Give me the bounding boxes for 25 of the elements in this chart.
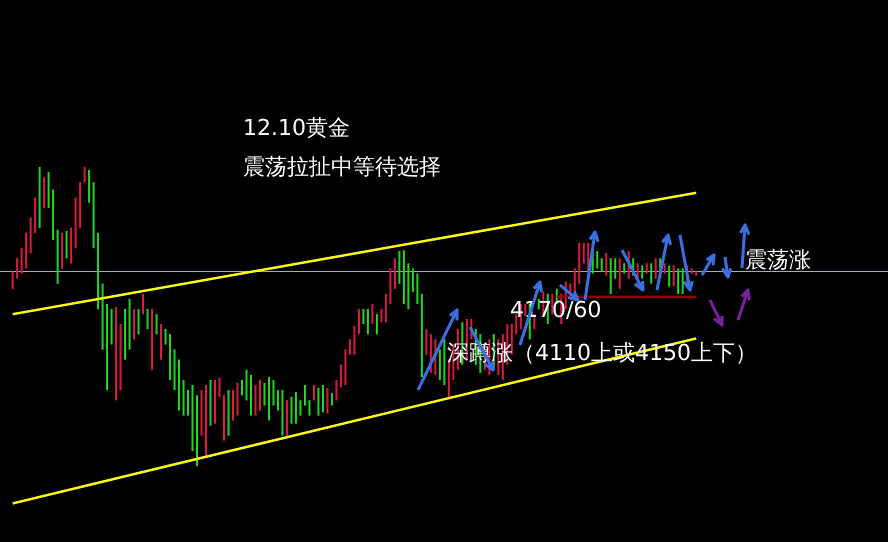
candlestick	[412, 268, 414, 292]
candlestick	[276, 390, 279, 411]
annotation: 震荡拉扯中等待选择	[243, 155, 441, 180]
text: 震荡涨	[745, 248, 811, 273]
candlestick	[263, 382, 266, 406]
candlestick	[12, 270, 14, 290]
candlestick	[362, 308, 364, 325]
candlestick	[312, 384, 315, 401]
candlestick	[335, 379, 338, 401]
candlestick	[304, 384, 306, 406]
candlestick	[330, 392, 333, 406]
candlestick	[146, 308, 149, 330]
candlestick	[156, 314, 158, 335]
candlestick	[340, 364, 342, 388]
candlestick	[84, 166, 86, 183]
candlestick	[600, 258, 603, 272]
candlestick	[380, 308, 382, 323]
candlestick	[672, 264, 675, 286]
candlestick	[605, 252, 608, 276]
candlestick	[371, 304, 374, 325]
text: 12.10黄金	[243, 116, 350, 141]
candlestick	[582, 242, 585, 264]
candlestick	[376, 314, 378, 335]
candlestick	[596, 250, 598, 269]
candlestick	[164, 328, 167, 345]
